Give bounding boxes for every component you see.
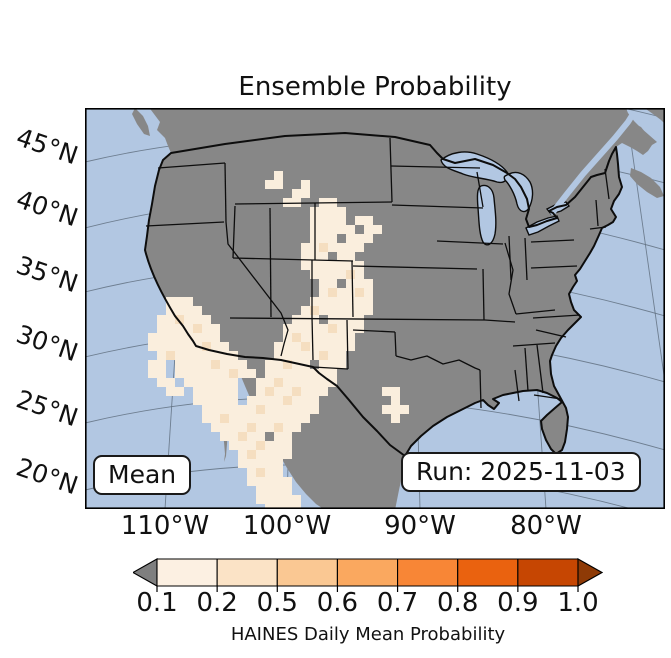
probability-cells <box>148 171 409 509</box>
newfoundland <box>644 108 665 124</box>
statistic-badge: Mean <box>93 455 192 495</box>
lon-label-110°W: 110°W <box>120 511 210 541</box>
state-borders <box>145 137 610 409</box>
colorbar-tick-0.7: 0.7 <box>376 588 419 618</box>
lat-label-30°N: 30°N <box>12 319 82 368</box>
colorbar[interactable] <box>133 556 603 593</box>
colorbar-label: HAINES Daily Mean Probability <box>230 624 506 645</box>
colorbar-tick-0.9: 0.9 <box>497 588 539 618</box>
lat-label-40°N: 40°N <box>12 184 82 233</box>
lake-huron <box>503 171 534 213</box>
us-border-outline <box>144 132 623 457</box>
conus-map <box>85 108 665 509</box>
colorbar-tick-0.6: 0.6 <box>316 588 359 618</box>
lat-label-20°N: 20°N <box>12 452 82 501</box>
st-lawrence-river <box>550 111 636 215</box>
lon-label-80°W: 80°W <box>510 511 582 541</box>
colorbar-tick-0.8: 0.8 <box>437 588 479 618</box>
anticosti-island <box>630 122 645 132</box>
colorbar-tick-0.1: 0.1 <box>136 588 178 618</box>
map-canvas[interactable] <box>85 108 665 509</box>
lat-label-25°N: 25°N <box>12 384 82 433</box>
map-frame <box>85 108 665 509</box>
run-date-badge: Run: 2025-11-03 <box>401 452 641 492</box>
vancouver-island <box>132 108 150 136</box>
title-line-1: Ensemble Probability <box>238 72 512 102</box>
colorbar-tick-0.2: 0.2 <box>196 588 238 618</box>
colorbar-tick-0.5: 0.5 <box>256 588 298 618</box>
lon-label-100°W: 100°W <box>242 511 332 541</box>
colorbar-tick-1.0: 1.0 <box>557 588 599 618</box>
nova-scotia <box>630 168 664 198</box>
lat-label-35°N: 35°N <box>12 250 82 299</box>
lon-label-90°W: 90°W <box>384 511 456 541</box>
lat-label-45°N: 45°N <box>12 122 82 171</box>
